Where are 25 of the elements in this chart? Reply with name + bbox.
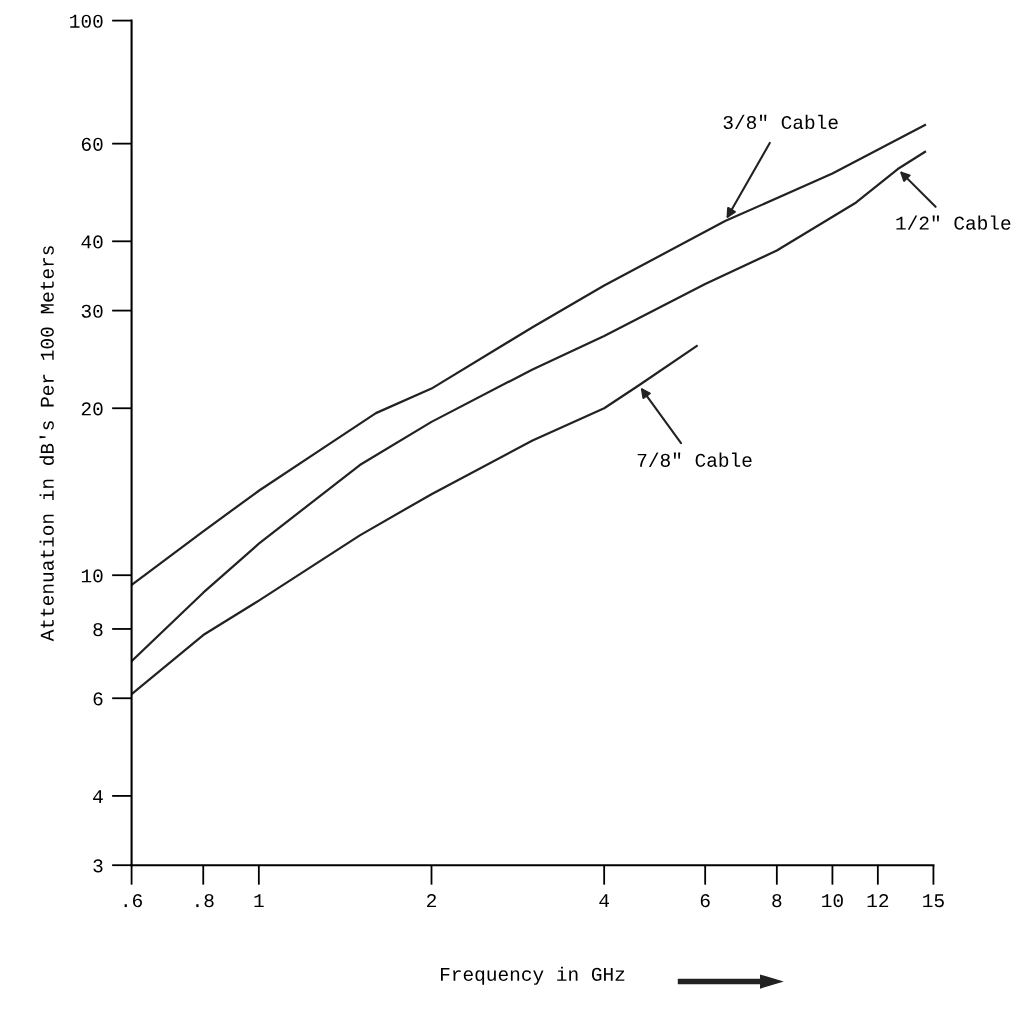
y-tick-label: 20 (81, 402, 103, 416)
annotation: 7/8" Cable (637, 452, 752, 467)
y-tick-label: 6 (93, 692, 103, 706)
x-tick-label: 15 (923, 894, 944, 908)
annotation: 1/2" Cable (896, 215, 1011, 230)
x-tick-label: .6 (124, 894, 142, 908)
x-tick-label: 4 (599, 894, 610, 908)
x-tick-label: 10 (822, 894, 843, 908)
x-axis-title: Frequency in GHz (440, 966, 625, 985)
x-tick-label: 8 (772, 894, 782, 908)
y-tick-label: 40 (81, 235, 103, 249)
y-tick-label: 8 (93, 622, 103, 637)
y-tick-label: 30 (81, 304, 103, 318)
y-tick-label: 60 (81, 137, 103, 151)
x-tick-label: 2 (427, 894, 436, 908)
y-tick-label: 3 (93, 859, 103, 873)
x-tick-label: 6 (700, 894, 710, 908)
x-tick-label: 1 (254, 894, 264, 908)
x-tick-label: 12 (867, 894, 889, 908)
y-axis-title: Attenuation in dB's Per 100 Meters (39, 246, 54, 642)
x-tick-label: .8 (196, 894, 214, 908)
y-tick-label: 4 (93, 790, 103, 803)
annotation: 3/8" Cable (723, 114, 838, 130)
y-tick-label: 100 (70, 14, 103, 28)
y-tick-label: 10 (81, 569, 103, 583)
